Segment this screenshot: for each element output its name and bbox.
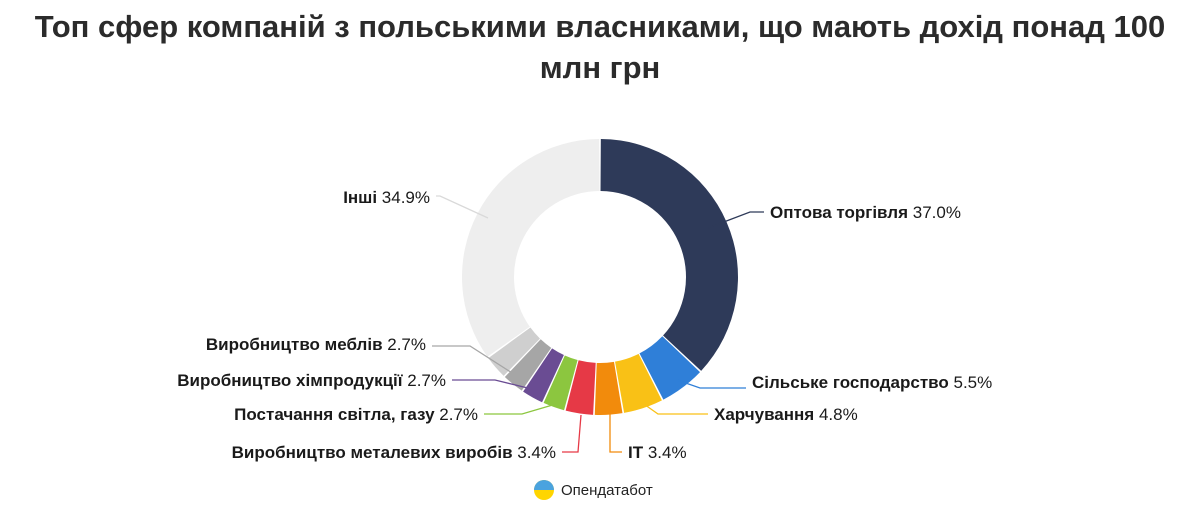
- label-name-furniture: Виробництво меблів: [206, 335, 387, 354]
- slice-power-gas: [543, 355, 578, 411]
- label-it: IT 3.4%: [628, 443, 687, 462]
- label-value-metal-products: 3.4%: [517, 443, 556, 462]
- slice-furniture: [504, 339, 552, 391]
- slice-metal-products: [565, 360, 596, 415]
- chart-title: Топ сфер компаній з польськими власникам…: [34, 9, 1166, 85]
- label-value-food: 4.8%: [819, 405, 858, 424]
- label-name-agriculture: Сільське господарство: [752, 373, 954, 392]
- leader-line-wholesale: [707, 211, 764, 229]
- label-wholesale: Оптова торгівля 37.0%: [770, 203, 961, 222]
- label-name-food: Харчування: [714, 405, 819, 424]
- label-name-wholesale: Оптова торгівля: [770, 203, 913, 222]
- label-name-it: IT: [628, 443, 648, 462]
- label-value-power-gas: 2.7%: [439, 405, 478, 424]
- label-food: Харчування 4.8%: [714, 405, 858, 424]
- slice-food: [615, 353, 662, 413]
- opendatabot-logo-icon: [534, 480, 554, 500]
- slice-it: [594, 361, 623, 415]
- label-chemicals: Виробництво хімпродукції 2.7%: [177, 371, 446, 390]
- label-value-others: 34.9%: [382, 188, 430, 207]
- label-power-gas: Постачання світла, газу 2.7%: [234, 405, 478, 424]
- source-credit: Опендатабот: [533, 478, 653, 502]
- label-others: Інші 34.9%: [343, 188, 430, 207]
- leader-line-metal-products: [562, 414, 582, 453]
- label-value-chemicals: 2.7%: [407, 371, 446, 390]
- label-metal-products: Виробництво металевих виробів 3.4%: [232, 443, 556, 462]
- slice-other-small: [488, 327, 540, 376]
- label-name-others: Інші: [343, 188, 382, 207]
- label-value-wholesale: 37.0%: [913, 203, 961, 222]
- leader-line-furniture: [432, 345, 521, 379]
- slice-wholesale: [600, 139, 739, 371]
- slices-group: [461, 139, 739, 415]
- leader-line-it: [609, 412, 622, 453]
- label-agriculture: Сільське господарство 5.5%: [752, 373, 992, 392]
- label-furniture: Виробництво меблів 2.7%: [206, 335, 426, 354]
- label-name-metal-products: Виробництво металевих виробів: [232, 443, 518, 462]
- slice-others: [461, 139, 600, 357]
- slice-agriculture: [639, 336, 701, 400]
- leader-line-others: [436, 195, 489, 219]
- label-name-power-gas: Постачання світла, газу: [234, 405, 439, 424]
- label-value-agriculture: 5.5%: [954, 373, 993, 392]
- leader-line-power-gas: [484, 403, 557, 415]
- leader-line-chemicals: [452, 379, 537, 391]
- leader-line-agriculture: [676, 379, 746, 389]
- label-value-furniture: 2.7%: [387, 335, 426, 354]
- source-credit-text: Опендатабот: [561, 481, 653, 499]
- labels-group: Оптова торгівля 37.0% Сільське господарст…: [177, 188, 992, 462]
- leader-lines-group: [432, 195, 764, 453]
- label-value-it: 3.4%: [648, 443, 687, 462]
- label-name-chemicals: Виробництво хімпродукції: [177, 371, 407, 390]
- leader-line-food: [640, 401, 708, 415]
